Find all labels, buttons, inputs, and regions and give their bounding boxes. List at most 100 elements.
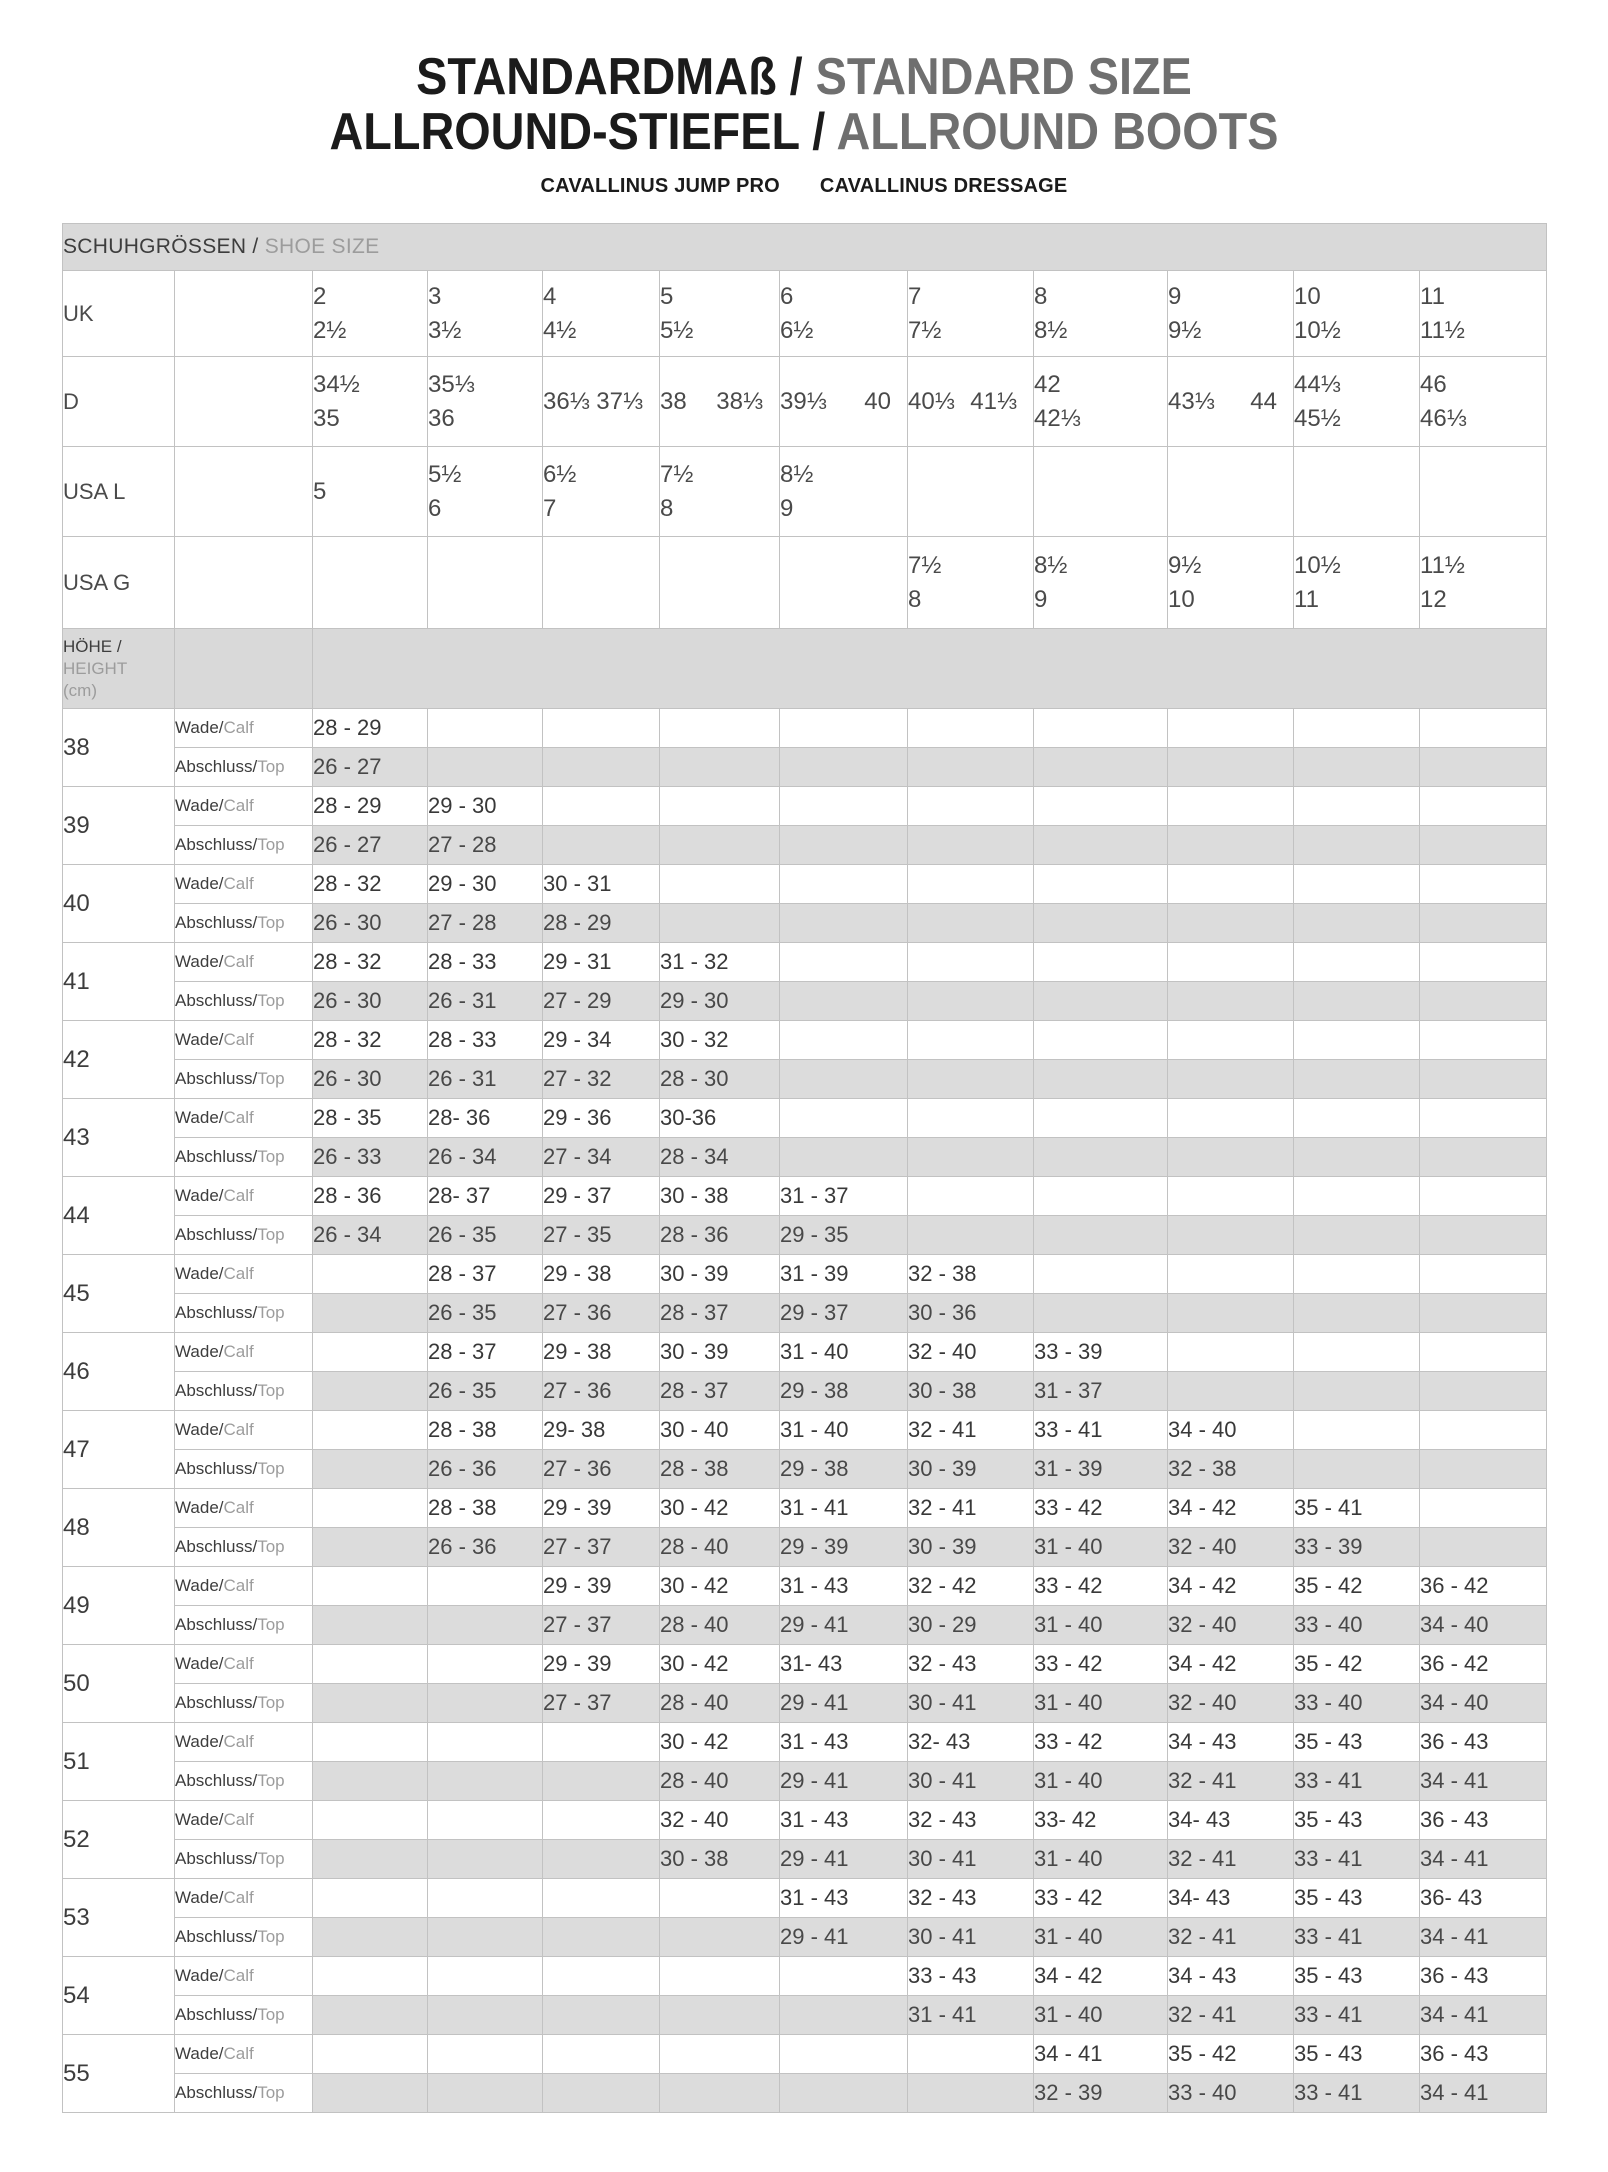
top-range-cell <box>312 1995 428 2036</box>
top-range-cell: 26 - 30 <box>312 903 428 944</box>
top-range-cell <box>1419 1137 1547 1178</box>
calf-range-cell <box>907 1176 1034 1217</box>
top-row-44: Abschluss/Top 26 - 34 26 - 35 27 - 35 28 - 3… <box>63 1215 1547 1256</box>
calf-range-cell: 29- 38 <box>542 1410 660 1451</box>
calf-label-de: Wade/ <box>175 874 224 894</box>
top-range-cell <box>1033 1293 1168 1334</box>
calf-range-cell <box>1033 786 1168 827</box>
size-value: 11½ <box>1420 551 1465 579</box>
size-cell: 8 8½ <box>1033 270 1168 358</box>
top-range-cell: 33 - 40 <box>1293 1605 1420 1646</box>
size-value: 2½ <box>313 316 347 344</box>
calf-range-cell: 28 - 32 <box>312 864 428 905</box>
top-range-cell <box>312 2073 428 2114</box>
size-cell: 3 3½ <box>427 270 543 358</box>
top-range-cell <box>779 1059 908 1100</box>
calf-row-label: Wade/Calf <box>174 708 313 749</box>
calf-range-cell <box>1167 708 1294 749</box>
calf-range-cell <box>1293 1332 1420 1373</box>
top-range-cell <box>779 2073 908 2114</box>
calf-row-38: 38 Wade/Calf 28 - 29 <box>62 708 1547 788</box>
top-range-cell <box>312 1683 428 1724</box>
calf-range-cell: 31 - 39 <box>779 1254 908 1295</box>
top-range-cell <box>1293 981 1420 1022</box>
top-range-cell <box>1293 747 1420 788</box>
size-value: 9½ <box>1168 551 1202 579</box>
top-label-de: Abschluss/ <box>175 1537 258 1557</box>
size-value: 8½ <box>1034 551 1068 579</box>
size-value: 8½ <box>780 460 814 488</box>
top-range-cell: 33 - 41 <box>1293 1917 1420 1958</box>
size-value: 8½ <box>1034 316 1068 344</box>
top-label-de: Abschluss/ <box>175 2083 258 2103</box>
top-range-cell: 30 - 38 <box>907 1371 1034 1412</box>
calf-label-en: Calf <box>223 1030 254 1050</box>
calf-range-cell <box>1033 708 1168 749</box>
title-line-2: ALLROUND-STIEFEL / ALLROUND BOOTS <box>80 105 1527 160</box>
top-label-de: Abschluss/ <box>175 1381 258 1401</box>
top-range-cell <box>1419 1215 1547 1256</box>
height-label: 49 <box>62 1566 175 1646</box>
top-range-cell <box>427 1839 543 1880</box>
size-value: 45½ <box>1294 404 1341 432</box>
size-cell: 8½ 9 <box>1033 536 1168 630</box>
calf-row-47: 47 Wade/Calf 28 - 38 29- 38 30 - 40 31 - 40 32… <box>62 1410 1547 1490</box>
top-range-cell: 28 - 37 <box>659 1371 780 1412</box>
size-value: 38⅓ <box>716 387 763 415</box>
top-range-cell <box>1419 747 1547 788</box>
top-range-cell: 27 - 36 <box>542 1449 660 1490</box>
top-range-cell: 27 - 35 <box>542 1215 660 1256</box>
top-range-cell <box>1033 1059 1168 1100</box>
height-label: 39 <box>62 786 175 866</box>
height-label: 38 <box>62 708 175 788</box>
size-value: 11½ <box>1420 316 1465 344</box>
top-range-cell <box>1167 1215 1294 1256</box>
calf-range-cell: 33- 42 <box>1033 1800 1168 1841</box>
top-range-cell <box>312 1527 428 1568</box>
top-range-cell <box>312 1293 428 1334</box>
calf-label-de: Wade/ <box>175 1420 224 1440</box>
size-cell: 8½ 9 <box>779 446 908 538</box>
top-range-cell: 26 - 36 <box>427 1527 543 1568</box>
calf-row-label: Wade/Calf <box>174 1956 313 1997</box>
height-label: 47 <box>62 1410 175 1490</box>
calf-row-39: 39 Wade/Calf 28 - 29 29 - 30 <box>62 786 1547 866</box>
calf-range-cell: 32 - 43 <box>907 1644 1034 1685</box>
top-row-45: Abschluss/Top 26 - 35 27 - 36 28 - 37 29 - 3… <box>63 1293 1547 1334</box>
top-range-cell: 34 - 41 <box>1419 2073 1547 2114</box>
top-label-de: Abschluss/ <box>175 835 258 855</box>
calf-label-en: Calf <box>223 2044 254 2064</box>
size-value: 6½ <box>780 316 814 344</box>
calf-range-cell <box>1419 1020 1547 1061</box>
calf-range-cell <box>907 1098 1034 1139</box>
top-label-en: Top <box>257 757 285 777</box>
height-label: 55 <box>62 2034 175 2114</box>
top-range-cell: 29 - 30 <box>659 981 780 1022</box>
size-value: 3½ <box>428 316 462 344</box>
calf-range-cell <box>779 942 908 983</box>
calf-range-cell: 29 - 38 <box>542 1332 660 1373</box>
size-value-pair: 36⅓ 37⅓ <box>544 388 659 416</box>
shoe-size-band-label: SCHUHGRÖSSEN / SHOE SIZE <box>62 223 1547 272</box>
calf-range-cell: 33 - 42 <box>1033 1488 1168 1529</box>
calf-range-cell <box>659 708 780 749</box>
calf-range-cell: 35 - 41 <box>1293 1488 1420 1529</box>
top-label-en: Top <box>257 1615 285 1635</box>
size-value-pair: 38 38⅓ <box>661 387 779 416</box>
calf-range-cell: 31 - 41 <box>779 1488 908 1529</box>
top-label-de: Abschluss/ <box>175 913 258 933</box>
calf-row-label: Wade/Calf <box>174 1332 313 1373</box>
top-range-cell: 29 - 39 <box>779 1527 908 1568</box>
top-range-cell: 27 - 37 <box>542 1683 660 1724</box>
top-range-cell <box>1033 747 1168 788</box>
top-row-51: Abschluss/Top 28 - 40 29 - 41 30 - 41 31 - 4… <box>63 1761 1547 1802</box>
size-value-pair: 40⅓ 41⅓ <box>909 388 1033 416</box>
top-range-cell <box>1293 1293 1420 1334</box>
calf-range-cell: 35 - 42 <box>1167 2034 1294 2075</box>
size-cell <box>659 536 780 630</box>
top-range-cell <box>1033 825 1168 866</box>
top-range-cell <box>1419 1059 1547 1100</box>
calf-range-cell <box>1419 786 1547 827</box>
top-label-de: Abschluss/ <box>175 1849 258 1869</box>
calf-range-cell <box>1293 708 1420 749</box>
